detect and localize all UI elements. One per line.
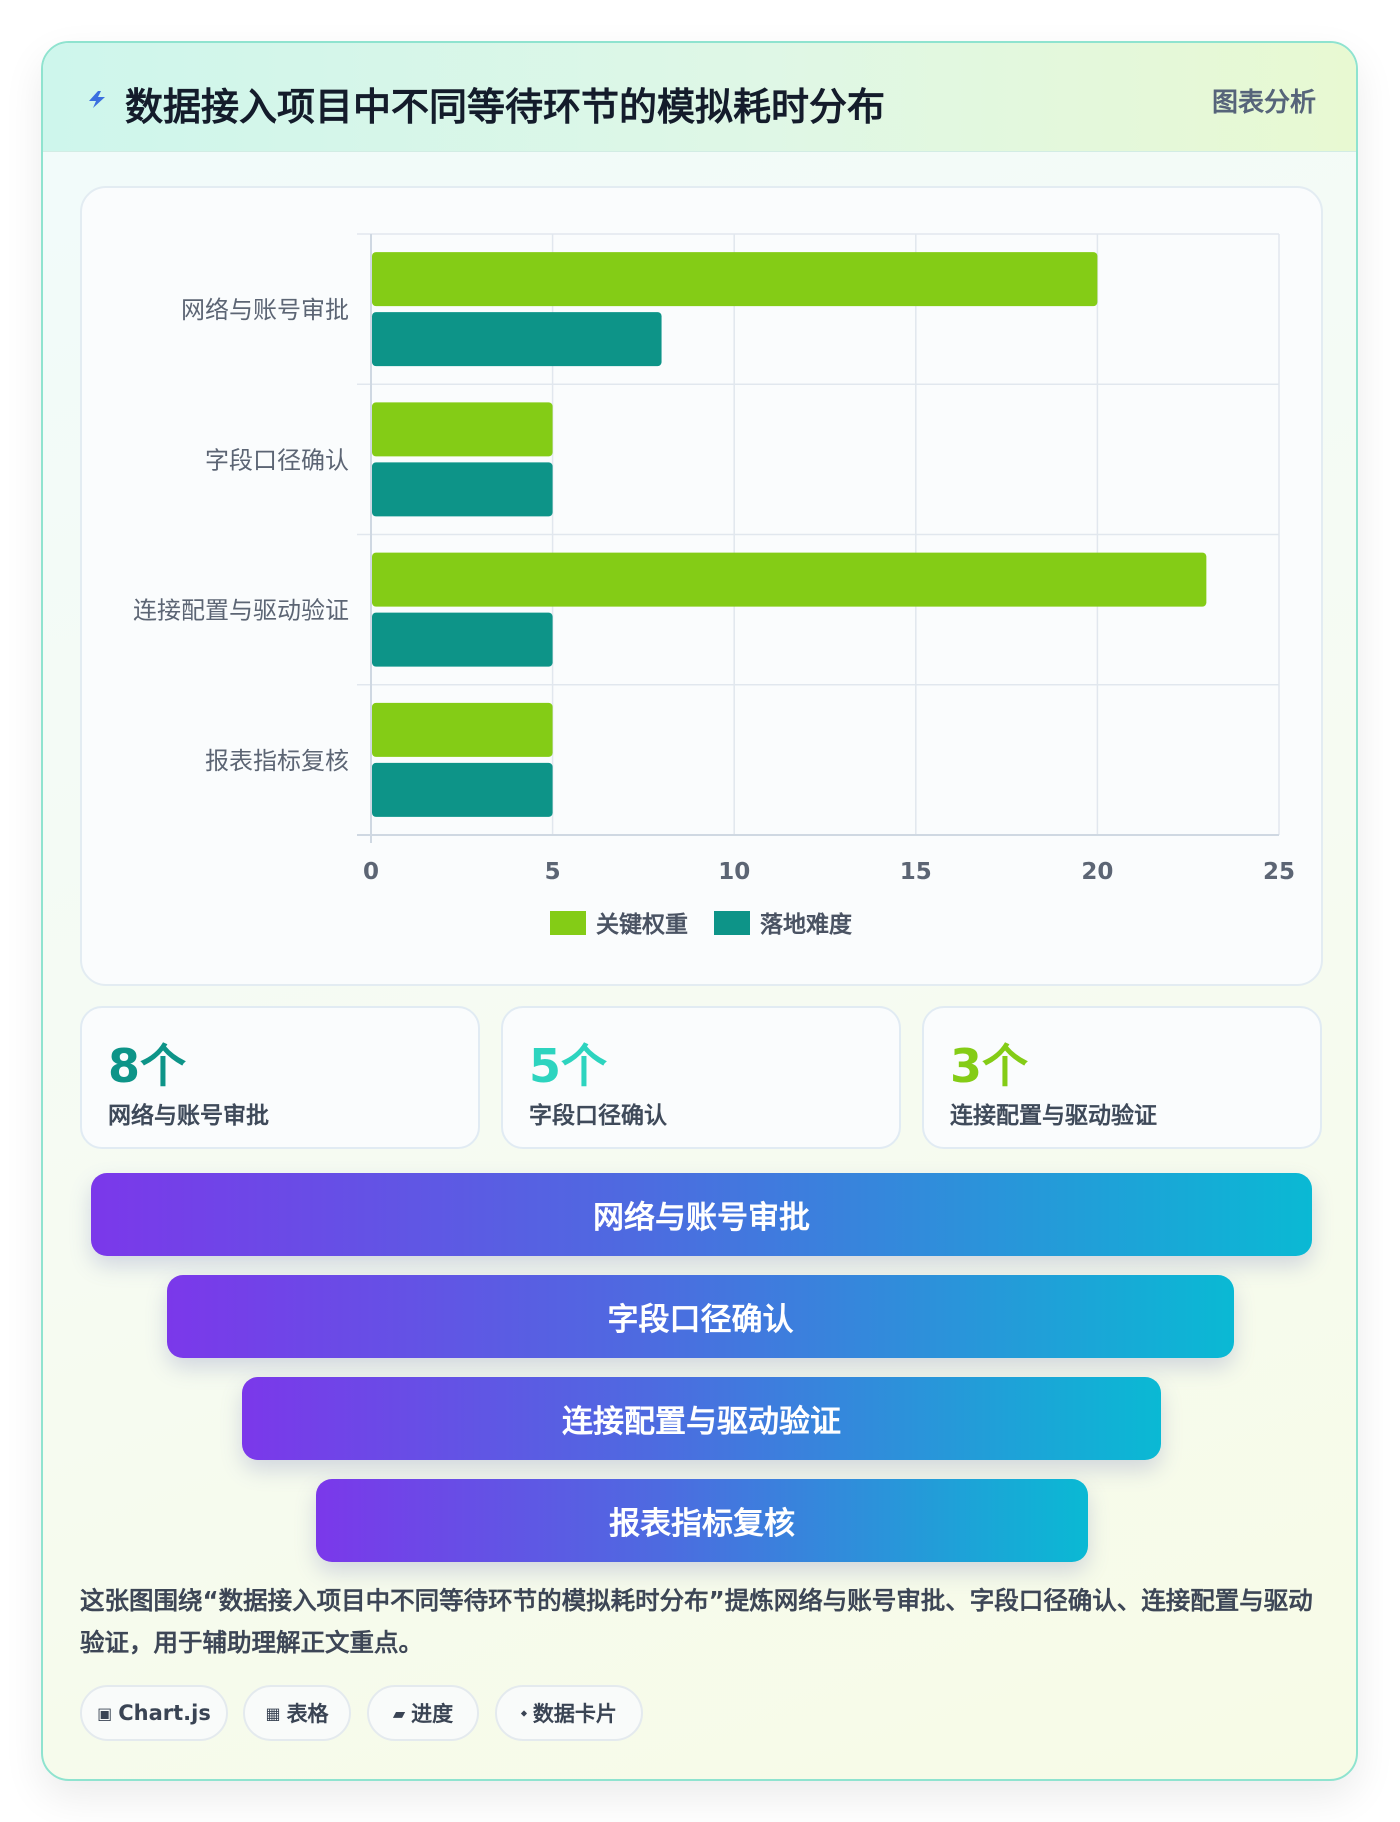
chip-label: 进度 (411, 1702, 454, 1726)
category-label: 连接配置与驱动验证 (133, 597, 349, 625)
category-label: 网络与账号审批 (181, 296, 349, 324)
x-tick-label: 10 (718, 859, 750, 885)
chip-progress[interactable]: ▰ 进度 (367, 1685, 479, 1741)
funnel-step-3: 连接配置与驱动验证 (242, 1377, 1161, 1460)
category-label: 报表指标复核 (205, 747, 349, 775)
stat-label: 字段口径确认 (529, 1103, 667, 1129)
chart-square-icon: ▣ (97, 1703, 113, 1723)
legend-label: 落地难度 (760, 911, 853, 938)
stat-card-3: 3个 连接配置与驱动验证 (922, 1006, 1322, 1149)
chip-label: 表格 (286, 1702, 329, 1726)
funnel-step-1: 网络与账号审批 (91, 1173, 1312, 1256)
legend-label: 关键权重 (596, 911, 688, 938)
card-header: 数据接入项目中不同等待环节的模拟耗时分布 图表分析 (43, 43, 1356, 152)
bar (372, 762, 553, 817)
x-tick-label: 25 (1263, 859, 1295, 885)
lightning-icon (89, 91, 105, 108)
stat-value: 8个 (108, 1039, 187, 1093)
table-grid-icon: ▦ (265, 1703, 281, 1723)
funnel-step-4: 报表指标复核 (316, 1479, 1088, 1562)
category-label: 字段口径确认 (205, 446, 349, 474)
chip-chartjs[interactable]: ▣ Chart.js (80, 1685, 228, 1741)
chip-label: 数据卡片 (532, 1702, 617, 1726)
chip-label: Chart.js (118, 1701, 211, 1725)
x-tick-label: 0 (363, 859, 379, 885)
page-title: 数据接入项目中不同等待环节的模拟耗时分布 (125, 85, 886, 129)
stat-value: 5个 (529, 1039, 608, 1093)
stat-card-1: 8个 网络与账号审批 (80, 1006, 480, 1149)
stat-value: 3个 (950, 1039, 1029, 1093)
stat-label: 网络与账号审批 (108, 1103, 269, 1129)
legend-swatch (714, 911, 750, 935)
diamond-icon: ⬩ (521, 1703, 527, 1722)
bar (372, 402, 553, 457)
bar (372, 552, 1207, 607)
chart-panel: 网络与账号审批字段口径确认连接配置与驱动验证报表指标复核 0 5 10 15 20 25 关键… (80, 186, 1323, 986)
chip-table[interactable]: ▦ 表格 (243, 1685, 351, 1741)
x-tick-label: 20 (1081, 859, 1113, 885)
bar (372, 462, 553, 517)
stat-label: 连接配置与驱动验证 (950, 1103, 1157, 1129)
x-tick-label: 5 (545, 859, 561, 885)
chart-card: 数据接入项目中不同等待环节的模拟耗时分布 图表分析 网络与账号审批 字段口径确认连… (41, 41, 1358, 1781)
funnel-step-2: 字段口径确认 (167, 1275, 1234, 1358)
chart-analysis-tag: 图表分析 (1211, 88, 1316, 118)
summary-text: 这张图围绕“数据接入项目中不同等待环节的模拟耗时分布”提炼网络与账号审批、字段口… (80, 1586, 1313, 1657)
legend-swatch (550, 911, 586, 935)
chip-data-card[interactable]: ⬩ 数据卡片 (495, 1685, 643, 1741)
bar (372, 252, 1098, 307)
progress-icon: ▰ (392, 1703, 406, 1723)
bar (372, 702, 553, 757)
stat-card-2: 5个 字段口径确认 (501, 1006, 901, 1149)
bar (372, 612, 553, 667)
bar (372, 312, 662, 367)
x-tick-label: 15 (900, 859, 932, 885)
